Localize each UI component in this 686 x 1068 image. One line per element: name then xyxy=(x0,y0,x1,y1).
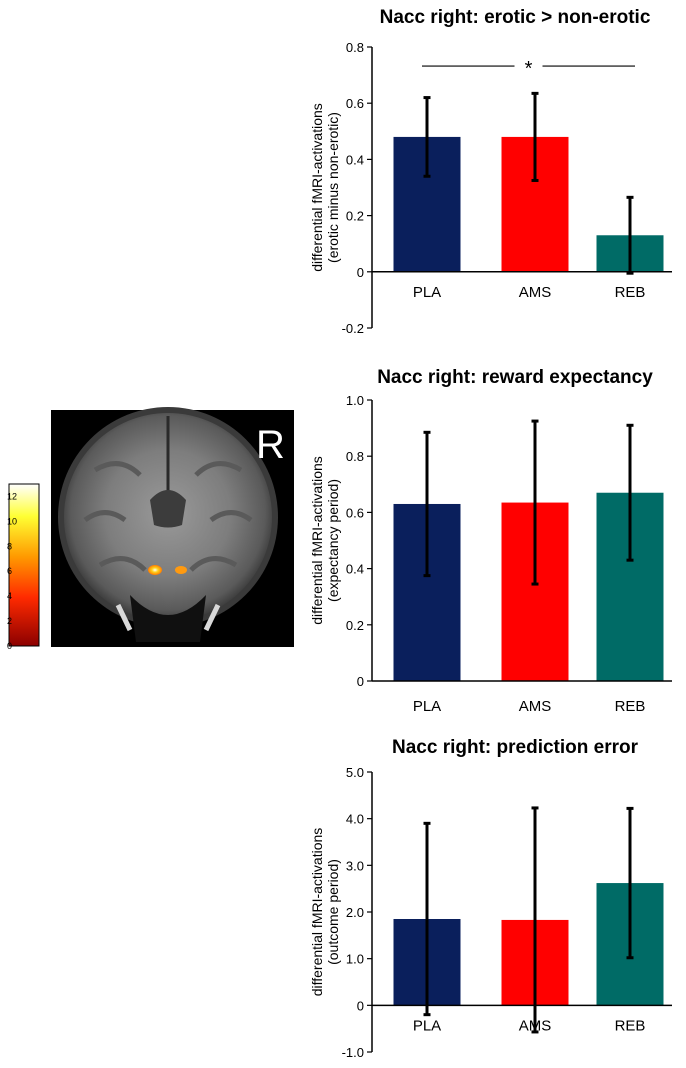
y-tick-label: 3.0 xyxy=(346,858,364,873)
y-tick-label: 0.4 xyxy=(346,562,364,577)
y-tick-label: 0.4 xyxy=(346,152,364,167)
activation-left xyxy=(148,565,162,575)
x-tick-label: REB xyxy=(615,698,646,715)
mri-slice xyxy=(58,407,278,642)
x-tick-label: REB xyxy=(615,284,646,301)
significance-marker: * xyxy=(525,58,533,80)
y-axis-sublabel: (expectancy period) xyxy=(325,479,341,602)
x-tick-label: AMS xyxy=(519,284,552,301)
y-tick-label: 1.0 xyxy=(346,952,364,967)
y-tick-label: 0.8 xyxy=(346,40,364,55)
y-tick-label: 0 xyxy=(357,674,364,689)
hemisphere-label: R xyxy=(256,423,285,467)
y-axis-sublabel: (outcome period) xyxy=(325,859,341,965)
x-tick-label: REB xyxy=(615,1017,646,1034)
bar-chart-3: Nacc right: prediction error differential… xyxy=(309,737,672,1060)
bar-chart-1: Nacc right: erotic > non-erotic different… xyxy=(309,7,672,336)
y-tick-label: 2.0 xyxy=(346,905,364,920)
x-tick-label: AMS xyxy=(519,698,552,715)
y-tick-label: 0.6 xyxy=(346,96,364,111)
x-tick-label: AMS xyxy=(519,1017,552,1034)
y-axis-label: differential fMRI-activations xyxy=(309,828,325,997)
charts-column: Nacc right: erotic > non-erotic different… xyxy=(300,0,686,1068)
chart-title: Nacc right: prediction error xyxy=(392,737,639,758)
colorbar-tick-label: 4 xyxy=(7,591,12,601)
colorbar-tick-label: 6 xyxy=(7,566,12,576)
y-tick-label: 0.8 xyxy=(346,449,364,464)
chart-title: Nacc right: reward expectancy xyxy=(377,367,653,388)
y-axis-sublabel: (erotic minus non-erotic) xyxy=(325,112,341,263)
colorbar-tick-label: 8 xyxy=(7,541,12,551)
y-tick-label: 0.6 xyxy=(346,505,364,520)
y-tick-label: 1.0 xyxy=(346,393,364,408)
colorbar-tick-label: 2 xyxy=(7,616,12,626)
y-tick-label: 0.2 xyxy=(346,618,364,633)
x-tick-label: PLA xyxy=(413,698,441,715)
activation-right xyxy=(175,566,187,574)
x-tick-label: PLA xyxy=(413,1017,441,1034)
brain-panel: 12 10 8 6 4 2 0 R xyxy=(0,380,300,660)
x-tick-label: PLA xyxy=(413,284,441,301)
y-tick-label: 0.2 xyxy=(346,209,364,224)
y-axis-label: differential fMRI-activations xyxy=(309,103,325,272)
colorbar-ticks: 12 10 8 6 4 2 0 xyxy=(7,491,17,651)
y-tick-label: -0.2 xyxy=(342,321,364,336)
y-tick-label: 0 xyxy=(357,998,364,1013)
colorbar-tick-label: 0 xyxy=(7,641,12,651)
bar-chart-2: Nacc right: reward expectancy differentia… xyxy=(309,367,672,715)
brain-figure: 12 10 8 6 4 2 0 R xyxy=(7,407,294,651)
y-axis-label: differential fMRI-activations xyxy=(309,456,325,625)
y-tick-label: 4.0 xyxy=(346,812,364,827)
chart-title: Nacc right: erotic > non-erotic xyxy=(380,7,651,28)
y-tick-label: 5.0 xyxy=(346,765,364,780)
colorbar-tick-label: 10 xyxy=(7,516,17,526)
colorbar xyxy=(8,483,40,647)
y-tick-label: 0 xyxy=(357,265,364,280)
colorbar-tick-label: 12 xyxy=(7,491,17,501)
y-tick-label: -1.0 xyxy=(342,1045,364,1060)
